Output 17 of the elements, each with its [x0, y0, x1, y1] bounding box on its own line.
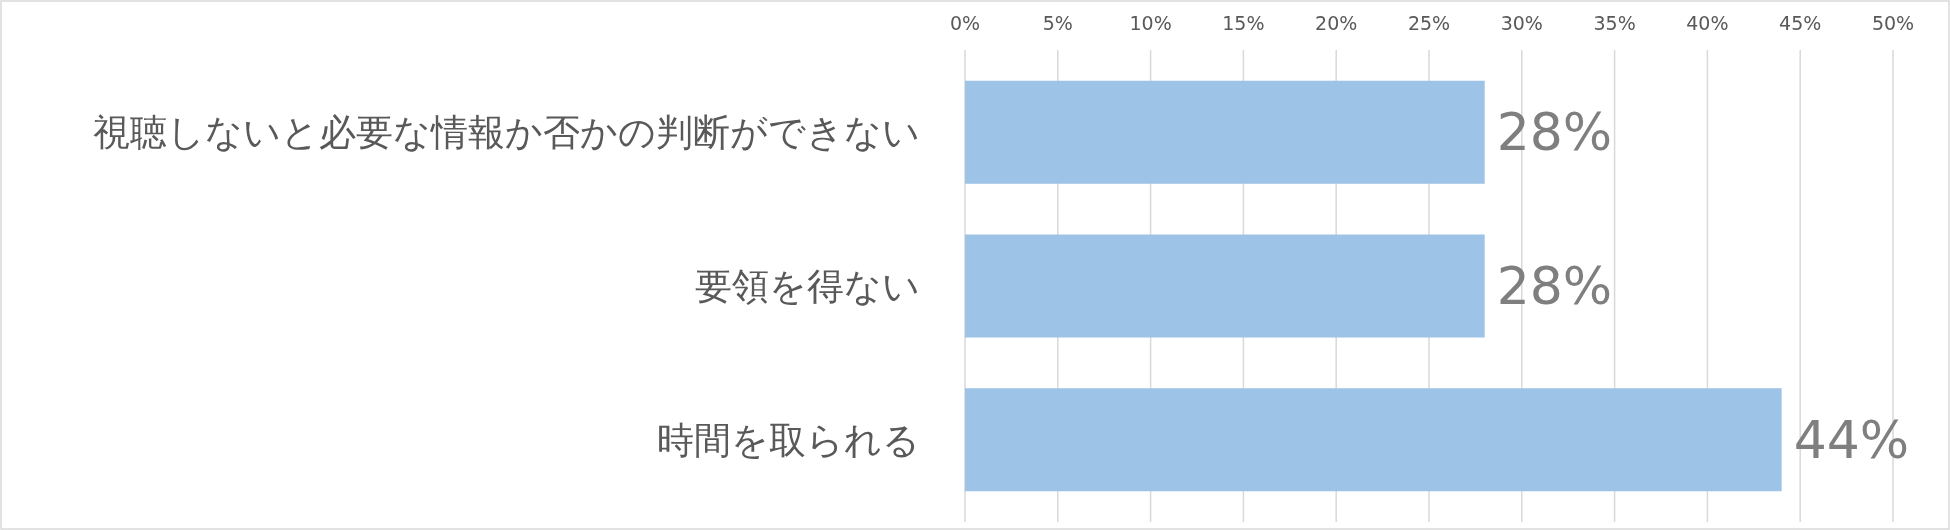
x-tick-label: 40% — [1686, 12, 1729, 34]
y-tick-label: 要領を得ない — [695, 264, 920, 308]
x-tick-label: 15% — [1222, 12, 1265, 34]
data-label: 28% — [1496, 102, 1613, 163]
y-tick-label: 時間を取られる — [657, 418, 920, 462]
x-tick-label: 25% — [1407, 12, 1451, 34]
x-tick-label: 5% — [1042, 12, 1073, 34]
x-tick-label: 50% — [1871, 12, 1915, 34]
x-tick-label: 35% — [1593, 12, 1636, 34]
x-tick-label: 20% — [1315, 12, 1358, 34]
x-tick-label: 45% — [1779, 12, 1822, 34]
x-tick-label: 10% — [1129, 12, 1172, 34]
data-label: 28% — [1496, 256, 1613, 317]
x-tick-label: 30% — [1500, 12, 1543, 34]
x-tick-label: 0% — [949, 12, 981, 34]
y-tick-label: 視聴しないと必要な情報か否かの判断ができない — [93, 111, 920, 155]
data-label: 44% — [1793, 409, 1910, 470]
